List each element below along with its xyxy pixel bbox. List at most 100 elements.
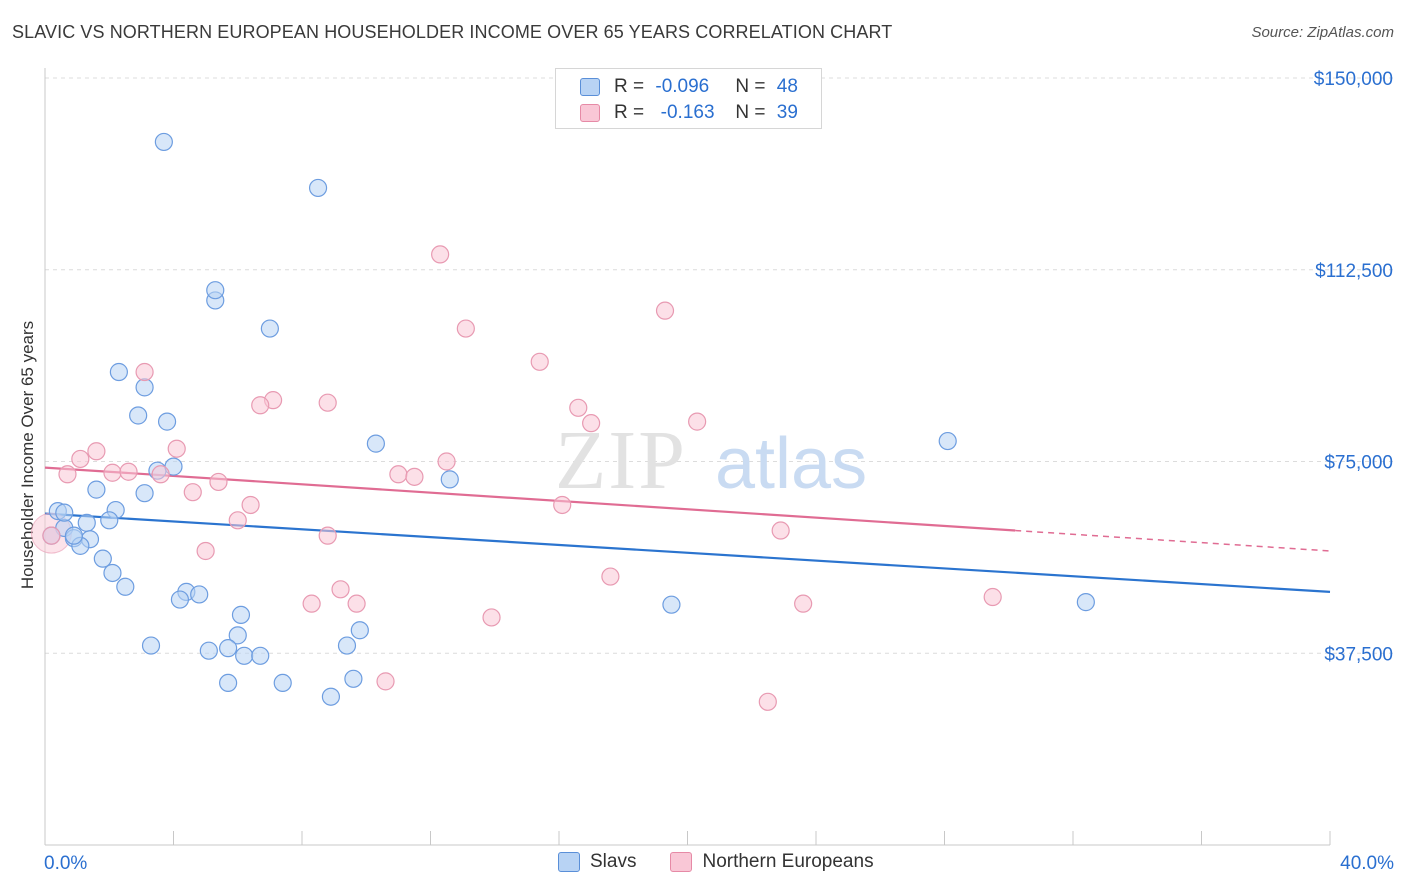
slavs-point [116, 577, 135, 596]
northern-europeans-point [553, 495, 572, 515]
slavs-point [251, 646, 270, 665]
slavs-point [235, 646, 254, 665]
y-tick-label: $75,000 [1324, 453, 1393, 474]
slavs-point [260, 319, 279, 338]
northern-europeans-point [87, 442, 106, 461]
northern-europeans-point [347, 594, 366, 613]
slavs-point [199, 641, 218, 660]
legend-n-label: N = [735, 102, 771, 123]
legend-row-northern-europeans: R = -0.163 N = 39 [580, 100, 798, 126]
slavs-point [55, 503, 74, 522]
northern-europeans-point [251, 396, 270, 415]
slavs-point [206, 281, 225, 300]
legend-r-value: -0.096 [655, 76, 710, 97]
northern-europeans-point [331, 580, 350, 599]
slavs-point [1076, 593, 1095, 612]
northern-europeans-point [771, 521, 790, 540]
slavs-point [129, 406, 148, 425]
northern-europeans-point [431, 245, 450, 264]
slavs-point [135, 484, 154, 503]
slavs-point [170, 590, 190, 609]
slavs-point [93, 549, 112, 568]
series-legend: Slavs Northern Europeans [558, 851, 908, 873]
northern-europeans-point [302, 594, 321, 613]
legend-row-slavs: R = -0.096 N = 48 [580, 74, 798, 100]
northern-europeans-point [42, 526, 61, 545]
legend-swatch-northern-europeans [670, 852, 693, 872]
slavs-point [337, 636, 357, 655]
slavs-point [109, 362, 128, 382]
northern-europeans-point [655, 301, 675, 320]
northern-europeans-point [688, 412, 707, 431]
northern-europeans-point [437, 452, 456, 471]
tick-labels: $37,500 $75,000 $112,500 $150,000 0.0% 40.0% [44, 69, 1394, 874]
northern-europeans-point [582, 414, 601, 433]
legend-r-label: R = [614, 102, 650, 123]
y-tick-label: $37,500 [1324, 644, 1393, 665]
northern-europeans-point [482, 608, 501, 627]
grid-lines [45, 77, 1395, 654]
northern-europeans-point [196, 541, 215, 561]
slavs-point [321, 687, 341, 706]
slavs-point [350, 621, 369, 640]
slavs-point [154, 132, 173, 152]
northern-europeans-point [530, 352, 549, 371]
source-label: Source: ZipAtlas.com [1251, 24, 1394, 41]
slavs-point [100, 511, 119, 530]
northern-europeans-point [58, 465, 77, 484]
slavs-point [219, 639, 238, 658]
northern-europeans-point [456, 319, 475, 338]
northern-europeans-point [376, 672, 395, 691]
northern-europeans-point [151, 465, 170, 484]
northern-europeans-point [103, 463, 122, 482]
northern-europeans-point [389, 465, 408, 484]
northern-europeans-point [569, 398, 588, 417]
slavs-point [103, 563, 122, 583]
northern-europeans-point [601, 567, 620, 586]
slavs-point [157, 412, 177, 431]
legend-item-northern-europeans: Northern Europeans [670, 851, 874, 873]
northern-europeans-point [405, 467, 424, 486]
x-tick-label: 40.0% [1340, 853, 1394, 874]
legend-item-slavs: Slavs [558, 851, 636, 873]
chart-title: SLAVIC VS NORTHERN EUROPEAN HOUSEHOLDER … [12, 22, 893, 42]
correlation-legend: R = -0.096 N = 48 R = -0.163 N = 39 [555, 68, 822, 129]
legend-r-label: R = [614, 76, 650, 97]
y-tick-label: $112,500 [1315, 261, 1393, 282]
northern-europeans-point [71, 449, 90, 469]
northern-europeans-trend-line [44, 466, 1016, 532]
legend-n-label: N = [735, 76, 771, 97]
slavs-point [141, 636, 161, 655]
slavs-point [219, 673, 238, 693]
watermark-zip: ZIP [555, 414, 687, 507]
slavs-point [308, 178, 328, 198]
slavs-point [366, 434, 385, 453]
y-tick-label: $150,000 [1314, 69, 1393, 90]
slavs-point [938, 431, 957, 451]
legend-swatch-slavs [558, 852, 580, 872]
data-points [30, 132, 1095, 711]
watermark-atlas: atlas [715, 424, 867, 504]
northern-europeans-point [318, 393, 337, 412]
slavs-point [77, 513, 96, 532]
northern-europeans-point [758, 692, 777, 711]
legend-label-northern-europeans: Northern Europeans [702, 851, 874, 872]
legend-n-value: 39 [776, 102, 798, 123]
northern-europeans-point [228, 511, 247, 530]
axes [44, 68, 1331, 846]
slavs-point [190, 585, 209, 604]
watermark: ZIP atlas [555, 414, 867, 507]
legend-label-slavs: Slavs [590, 851, 637, 872]
x-tick-label: 0.0% [44, 853, 87, 874]
trend-lines [44, 466, 1331, 593]
legend-swatch-slavs [580, 78, 600, 96]
northern-europeans-point [183, 483, 202, 502]
slavs-trend-line [44, 512, 1331, 593]
northern-europeans-point [135, 362, 154, 382]
slavs-point [273, 673, 292, 693]
slavs-point [662, 595, 681, 614]
slavs-point [440, 470, 459, 489]
northern-europeans-point [209, 472, 228, 492]
northern-europeans-point [241, 495, 260, 515]
